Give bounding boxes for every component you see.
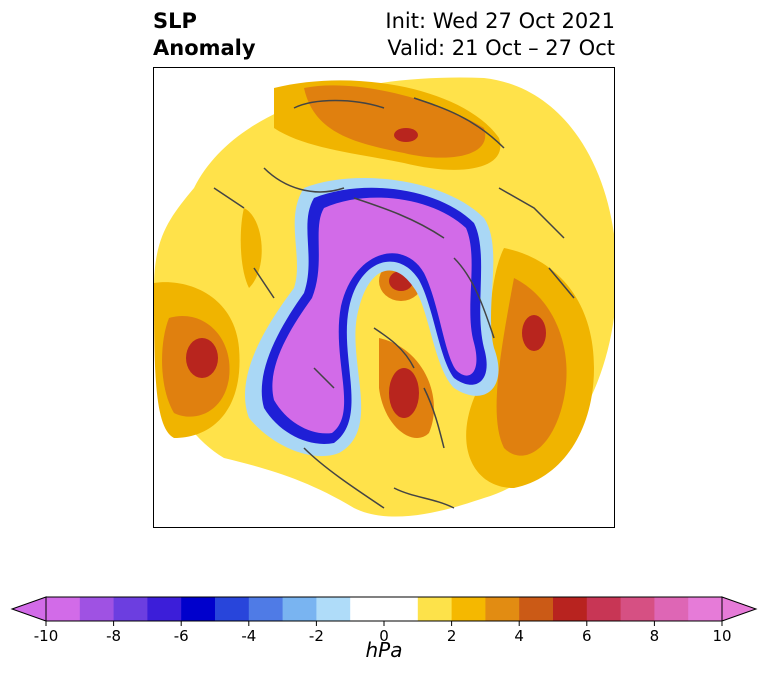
colorbar-swatch <box>553 597 588 621</box>
colorbar-swatch <box>46 597 81 621</box>
colorbar-swatch <box>654 597 689 621</box>
colorbar-swatch <box>417 597 453 621</box>
colorbar-max-arrow <box>721 596 758 622</box>
colorbar-tick-label: -8 <box>106 627 121 645</box>
colorbar-tick-label: 2 <box>447 627 457 645</box>
colorbar: -10 -8 -6 -4 -2 0 2 4 6 8 10 <box>10 596 758 645</box>
colorbar-swatch <box>113 597 148 621</box>
colorbar-swatch <box>485 597 520 621</box>
colorbar-swatch <box>586 597 622 621</box>
colorbar-segments <box>10 596 758 622</box>
colorbar-tick-label: 0 <box>379 627 389 645</box>
title-field: Anomaly <box>153 36 256 60</box>
title-variable: SLP <box>153 9 197 33</box>
init-date: Init: Wed 27 Oct 2021 <box>385 9 615 33</box>
title-right: Init: Wed 27 Oct 2021 Valid: 21 Oct – 27… <box>385 8 615 62</box>
colorbar-tick-label: -10 <box>34 627 59 645</box>
colorbar-min-arrow <box>10 596 47 622</box>
colorbar-tick-label: 10 <box>712 627 731 645</box>
anomaly-map <box>153 67 615 528</box>
colorbar-swatch <box>688 597 723 621</box>
colorbar-swatch <box>316 597 351 621</box>
colorbar-tick-label: 4 <box>514 627 524 645</box>
valid-range: Valid: 21 Oct – 27 Oct <box>387 36 615 60</box>
colorbar-ticks: -10 -8 -6 -4 -2 0 2 4 6 8 10 <box>34 621 732 645</box>
negative-blue-trough <box>245 178 499 457</box>
colorbar-tick-label: 6 <box>582 627 592 645</box>
colorbar-tick-label: 8 <box>650 627 660 645</box>
colorbar-swatch <box>384 597 419 621</box>
coastlines <box>213 97 575 509</box>
colorbar-swatch <box>519 597 554 621</box>
colorbar-tick-label: -2 <box>309 627 324 645</box>
colorbar-swatch <box>248 597 284 621</box>
colorbar-tick-label: -6 <box>174 627 189 645</box>
colorbar-tick-label: -4 <box>241 627 256 645</box>
colorbar-unit: hPa <box>365 638 403 662</box>
colorbar-swatch <box>147 597 182 621</box>
colorbar-swatch <box>181 597 216 621</box>
title-left: SLP Anomaly <box>153 8 256 62</box>
colorbar-swatch <box>215 597 250 621</box>
colorbar-swatch <box>282 597 317 621</box>
map-canvas <box>154 77 614 517</box>
colorbar-swatch <box>620 597 655 621</box>
colorbar-swatch <box>350 597 385 621</box>
colorbar-swatch <box>451 597 486 621</box>
colorbar-swatch <box>79 597 115 621</box>
